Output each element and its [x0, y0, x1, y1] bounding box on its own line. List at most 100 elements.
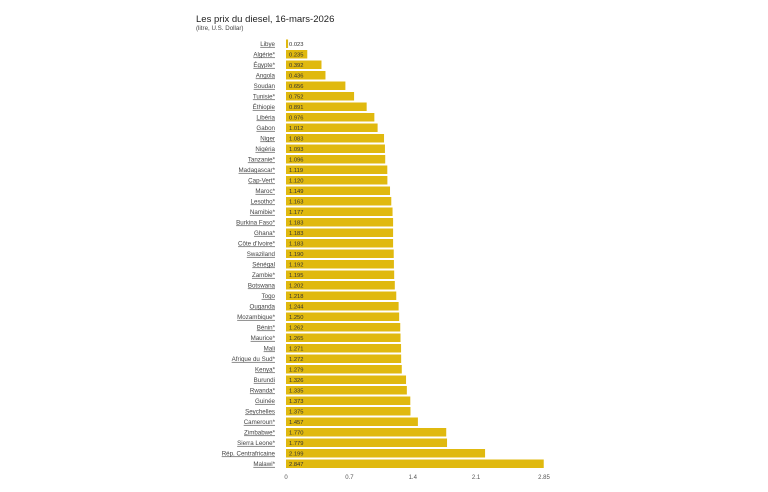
- value-label: 1.096: [289, 157, 304, 163]
- value-label: 1.119: [289, 168, 303, 174]
- value-label: 1.149: [289, 189, 304, 195]
- bar: [286, 438, 448, 447]
- bar: [286, 407, 411, 416]
- category-label[interactable]: Sierra Leone*: [237, 440, 275, 447]
- category-label[interactable]: Gabon: [256, 125, 275, 132]
- category-label[interactable]: Seychelles: [245, 408, 275, 415]
- bar: [286, 354, 402, 363]
- category-label[interactable]: Kenya*: [255, 366, 276, 373]
- category-label[interactable]: Guinée: [255, 398, 276, 405]
- category-label[interactable]: Nigéria: [255, 146, 275, 153]
- category-label[interactable]: Togo: [262, 293, 276, 300]
- bar: [286, 428, 447, 437]
- category-label[interactable]: Namibie*: [250, 209, 276, 216]
- category-label[interactable]: Ouganda: [250, 303, 276, 310]
- value-label: 1.093: [289, 147, 304, 153]
- category-label[interactable]: Madagascar*: [239, 167, 276, 174]
- value-label: 1.244: [289, 304, 304, 310]
- category-label[interactable]: Niger: [260, 135, 275, 142]
- bar: [286, 186, 391, 195]
- bar: [286, 333, 401, 342]
- category-label[interactable]: Burkina Faso*: [236, 219, 275, 226]
- category-label[interactable]: Zambie*: [252, 272, 276, 279]
- category-label[interactable]: Côte d'Ivoire*: [238, 240, 276, 247]
- bar: [286, 375, 407, 384]
- x-tick-label: 1.4: [409, 475, 418, 481]
- bar: [286, 102, 367, 111]
- value-label: 1.271: [289, 346, 304, 352]
- category-label[interactable]: Tanzanie*: [248, 156, 276, 163]
- bar: [286, 302, 399, 311]
- value-label: 1.779: [289, 441, 304, 447]
- bar: [286, 291, 397, 300]
- bar: [286, 270, 395, 279]
- category-label[interactable]: Swaziland: [247, 251, 276, 258]
- value-label: 1.335: [289, 388, 304, 394]
- category-label[interactable]: Ghana*: [254, 230, 276, 237]
- bar: [286, 71, 326, 80]
- category-label[interactable]: Botswana: [248, 282, 276, 289]
- bar: [286, 386, 407, 395]
- value-label: 1.012: [289, 126, 304, 132]
- category-label[interactable]: Lesotho*: [251, 198, 276, 205]
- bar: [286, 228, 394, 237]
- category-label[interactable]: Algérie*: [253, 51, 275, 58]
- value-label: 2.199: [289, 451, 304, 457]
- category-label[interactable]: Libéria: [256, 114, 275, 121]
- bar: [286, 134, 385, 143]
- category-label[interactable]: Mali: [264, 345, 275, 352]
- bar: [286, 239, 394, 248]
- bar: [286, 197, 392, 206]
- category-label[interactable]: Angola: [256, 72, 276, 79]
- value-label: 1.183: [289, 241, 304, 247]
- value-label: 1.373: [289, 399, 304, 405]
- bar: [286, 365, 402, 374]
- category-label[interactable]: Libye: [260, 41, 275, 48]
- category-label[interactable]: Maroc*: [255, 188, 275, 195]
- category-label[interactable]: Rép. Centrafricaine: [222, 450, 276, 457]
- category-label[interactable]: Maurice*: [251, 335, 276, 342]
- value-label: 0.023: [289, 42, 304, 48]
- category-label[interactable]: Mozambique*: [237, 314, 275, 321]
- value-label: 1.262: [289, 325, 304, 331]
- bar: [286, 417, 418, 426]
- category-label[interactable]: Bénin*: [257, 324, 276, 331]
- value-label: 1.192: [289, 262, 304, 268]
- bar: [286, 39, 289, 48]
- category-label[interactable]: Cameroun*: [244, 419, 276, 426]
- category-label[interactable]: Éthiopie: [253, 104, 276, 111]
- bar: [286, 92, 355, 101]
- value-label: 0.976: [289, 115, 304, 121]
- x-tick-label: 0: [284, 475, 288, 481]
- bar: [286, 312, 400, 321]
- bar: [286, 165, 388, 174]
- category-label[interactable]: Tunisie*: [253, 93, 276, 100]
- bar: [286, 449, 486, 458]
- value-label: 1.770: [289, 430, 304, 436]
- category-label[interactable]: Rwanda*: [250, 387, 276, 394]
- value-label: 1.375: [289, 409, 304, 415]
- category-label[interactable]: Malawi*: [253, 461, 275, 468]
- bar: [286, 176, 388, 185]
- value-label: 1.202: [289, 283, 304, 289]
- value-label: 1.218: [289, 294, 304, 300]
- value-label: 1.190: [289, 252, 304, 258]
- value-label: 0.656: [289, 84, 304, 90]
- bar: [286, 459, 544, 468]
- category-label[interactable]: Soudan: [254, 83, 276, 90]
- bar: [286, 60, 322, 69]
- value-label: 1.183: [289, 220, 304, 226]
- value-label: 1.265: [289, 336, 304, 342]
- category-label[interactable]: Afrique du Sud*: [232, 356, 276, 363]
- category-label[interactable]: Égypte*: [253, 62, 275, 69]
- category-label[interactable]: Zimbabwe*: [244, 429, 276, 436]
- value-label: 1.457: [289, 420, 304, 426]
- value-label: 1.326: [289, 378, 304, 384]
- category-label[interactable]: Cap-Vert*: [248, 177, 275, 184]
- bar: [286, 344, 402, 353]
- value-label: 1.120: [289, 178, 304, 184]
- category-label[interactable]: Sénégal: [252, 261, 275, 268]
- category-label[interactable]: Burundi: [254, 377, 275, 384]
- chart-subtitle: (litre, U.S. Dollar): [196, 25, 244, 32]
